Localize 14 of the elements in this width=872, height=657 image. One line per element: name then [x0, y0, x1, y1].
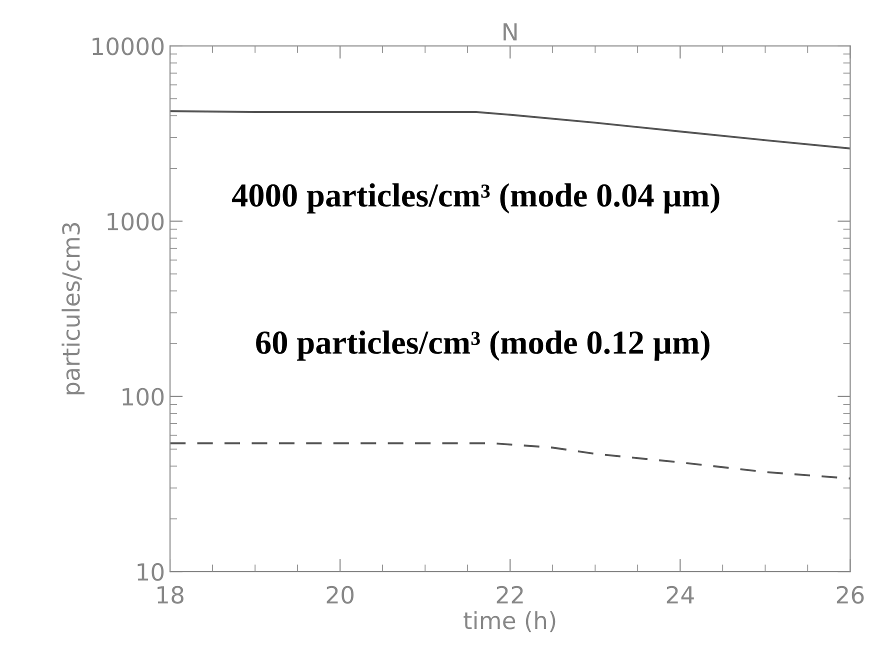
chart-title: N: [504, 23, 517, 40]
y-tick-label: 100: [122, 388, 164, 406]
x-tick-label: 20: [326, 586, 354, 604]
x-tick-label: 22: [496, 586, 523, 604]
x-tick-label: 26: [836, 586, 864, 604]
x-tick-label: 18: [158, 586, 184, 604]
x-tick-label: 24: [666, 586, 694, 604]
y-tick-label: 10: [138, 563, 164, 581]
y-tick-label: 10000: [92, 37, 164, 56]
annotation: 4000 particles/cm³ (mode 0.04 µm): [232, 183, 720, 214]
x-axis-title: time (h): [464, 611, 556, 632]
y-axis-title: particules/cm3: [62, 223, 85, 394]
annotation: 60 particles/cm³ (mode 0.12 µm): [256, 330, 710, 361]
y-tick-label: 1000: [108, 212, 164, 230]
